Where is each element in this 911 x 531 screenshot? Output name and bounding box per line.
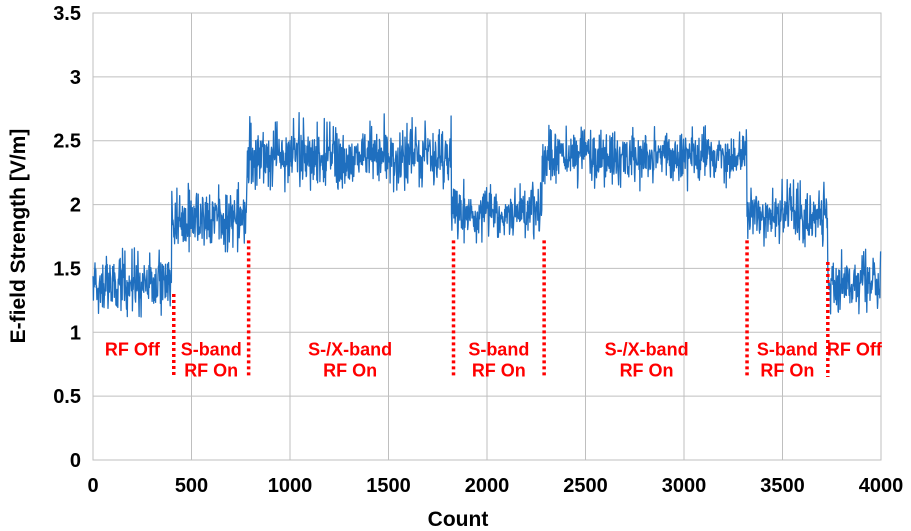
y-axis-title: E-field Strength [V/m] bbox=[7, 129, 30, 344]
series-layer bbox=[92, 111, 882, 318]
x-axis-title: Count bbox=[428, 508, 489, 531]
x-tick-label: 2500 bbox=[563, 475, 608, 497]
region-label: RF On bbox=[760, 360, 814, 380]
region-label: RF On bbox=[323, 360, 377, 380]
x-tick-label: 3000 bbox=[662, 475, 707, 497]
x-tick-label: 4000 bbox=[859, 475, 904, 497]
y-tick-label: 1 bbox=[70, 322, 81, 344]
region-label: RF On bbox=[620, 360, 674, 380]
y-tick-label: 3 bbox=[70, 67, 81, 89]
region-label: RF Off bbox=[827, 339, 883, 359]
x-tick-label: 1000 bbox=[268, 475, 313, 497]
divider-layer bbox=[172, 240, 830, 377]
x-tick-label: 1500 bbox=[366, 475, 411, 497]
x-tick-label: 2000 bbox=[465, 475, 510, 497]
region-label: RF On bbox=[184, 360, 238, 380]
region-label: RF Off bbox=[105, 339, 161, 359]
y-tick-label: 2 bbox=[70, 195, 81, 217]
region-label: S-band bbox=[181, 339, 242, 359]
y-tick-label: 0.5 bbox=[53, 386, 81, 408]
y-tick-labels: 0 0.5 1 1.5 2 2.5 3 3.5 bbox=[53, 3, 81, 472]
region-label: S-band bbox=[757, 339, 818, 359]
series-line bbox=[92, 111, 882, 318]
y-tick-label: 2.5 bbox=[53, 131, 81, 153]
region-label: RF On bbox=[472, 360, 526, 380]
region-label: S-/X-band bbox=[605, 339, 689, 359]
x-tick-label: 0 bbox=[87, 475, 98, 497]
region-label: S-band bbox=[468, 339, 529, 359]
y-tick-label: 0 bbox=[70, 450, 81, 472]
x-tick-label: 3500 bbox=[760, 475, 805, 497]
y-tick-label: 1.5 bbox=[53, 258, 81, 280]
x-tick-labels: 0 500 1000 1500 2000 2500 3000 3500 4000 bbox=[87, 475, 903, 497]
region-label: S-/X-band bbox=[308, 339, 392, 359]
x-tick-label: 500 bbox=[175, 475, 208, 497]
y-tick-label: 3.5 bbox=[53, 3, 81, 25]
